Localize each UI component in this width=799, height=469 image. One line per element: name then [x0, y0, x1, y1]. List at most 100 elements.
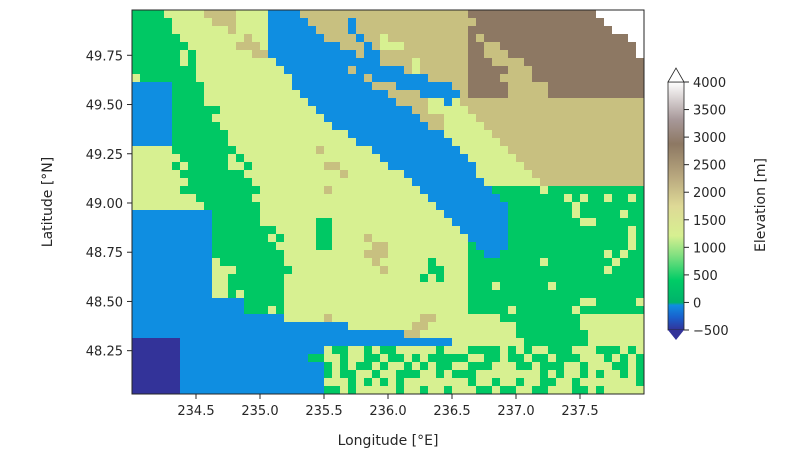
heatmap-cell: [252, 250, 261, 259]
heatmap-cell: [412, 122, 421, 131]
heatmap-cell: [620, 346, 629, 355]
heatmap-cell: [436, 258, 445, 267]
heatmap-cell: [444, 90, 453, 99]
heatmap-cell: [340, 226, 349, 235]
heatmap-cell: [244, 170, 253, 179]
heatmap-cell: [412, 106, 421, 115]
heatmap-cell: [252, 146, 261, 155]
heatmap-cell: [228, 106, 237, 115]
heatmap-cell: [612, 306, 621, 315]
heatmap-cell: [428, 18, 437, 27]
heatmap-cell: [140, 50, 149, 59]
heatmap-cell: [252, 218, 261, 227]
heatmap-cell: [308, 194, 317, 203]
heatmap-cell: [340, 178, 349, 187]
heatmap-cell: [324, 266, 333, 275]
heatmap-cell: [388, 154, 397, 163]
heatmap-cell: [140, 258, 149, 267]
heatmap-cell: [636, 74, 644, 83]
heatmap-cell: [380, 338, 389, 347]
heatmap-cell: [524, 18, 533, 27]
heatmap-cell: [412, 370, 421, 379]
heatmap-cell: [556, 74, 565, 83]
heatmap-cell: [628, 82, 637, 91]
heatmap-cell: [492, 346, 501, 355]
heatmap-cell: [564, 26, 573, 35]
heatmap-cell: [612, 250, 621, 259]
heatmap-cell: [324, 202, 333, 211]
heatmap-cell: [204, 186, 213, 195]
heatmap-cell: [204, 386, 213, 394]
heatmap-cell: [164, 178, 173, 187]
heatmap-cell: [220, 242, 229, 251]
heatmap-cell: [396, 34, 405, 43]
heatmap-cell: [292, 50, 301, 59]
heatmap-cell: [604, 242, 613, 251]
heatmap-cell: [132, 114, 141, 123]
heatmap-cell: [156, 90, 165, 99]
heatmap-cell: [324, 114, 333, 123]
heatmap-cell: [564, 298, 573, 307]
heatmap-cell: [340, 114, 349, 123]
heatmap-cell: [476, 298, 485, 307]
heatmap-cell: [316, 90, 325, 99]
heatmap-cell: [388, 306, 397, 315]
heatmap-cell: [340, 354, 349, 363]
heatmap-cell: [468, 258, 477, 267]
heatmap-cell: [180, 290, 189, 299]
heatmap-cell: [564, 266, 573, 275]
heatmap-cell: [132, 146, 141, 155]
heatmap-cell: [340, 322, 349, 331]
heatmap-cell: [316, 234, 325, 243]
heatmap-cell: [540, 266, 549, 275]
heatmap-cell: [548, 314, 557, 323]
heatmap-cell: [572, 130, 581, 139]
heatmap-cell: [324, 370, 333, 379]
heatmap-cell: [268, 98, 277, 107]
heatmap-cell: [276, 122, 285, 131]
heatmap-cell: [180, 314, 189, 323]
heatmap-cell: [276, 90, 285, 99]
heatmap-cell: [156, 258, 165, 267]
heatmap-cell: [276, 370, 285, 379]
heatmap-cell: [388, 178, 397, 187]
heatmap-cell: [228, 346, 237, 355]
heatmap-cell: [556, 10, 565, 19]
heatmap-cell: [508, 234, 517, 243]
heatmap-cell: [364, 202, 373, 211]
heatmap-cell: [628, 146, 637, 155]
heatmap-cell: [292, 322, 301, 331]
heatmap-cell: [548, 170, 557, 179]
heatmap-cell: [620, 162, 629, 171]
heatmap-cell: [372, 314, 381, 323]
heatmap-cell: [476, 258, 485, 267]
heatmap-cell: [588, 186, 597, 195]
heatmap-cell: [468, 354, 477, 363]
heatmap-cell: [268, 298, 277, 307]
heatmap-cell: [500, 378, 509, 387]
heatmap-cell: [292, 346, 301, 355]
heatmap-cell: [316, 162, 325, 171]
heatmap-cell: [508, 226, 517, 235]
heatmap-cell: [284, 330, 293, 339]
heatmap-cell: [348, 74, 357, 83]
heatmap-cell: [340, 250, 349, 259]
heatmap-cell: [196, 50, 205, 59]
heatmap-cell: [468, 290, 477, 299]
heatmap-cell: [244, 242, 253, 251]
heatmap-cell: [516, 362, 525, 371]
heatmap-cell: [604, 234, 613, 243]
heatmap-cell: [596, 130, 605, 139]
heatmap-cell: [628, 298, 637, 307]
heatmap-cell: [540, 314, 549, 323]
heatmap-cell: [580, 266, 589, 275]
heatmap-cell: [324, 82, 333, 91]
heatmap-cell: [604, 106, 613, 115]
heatmap-cell: [404, 66, 413, 75]
heatmap-cell: [324, 146, 333, 155]
heatmap-cell: [260, 194, 269, 203]
heatmap-cell: [428, 202, 437, 211]
heatmap-cell: [564, 162, 573, 171]
heatmap-cell: [308, 378, 317, 387]
heatmap-cell: [580, 18, 589, 27]
